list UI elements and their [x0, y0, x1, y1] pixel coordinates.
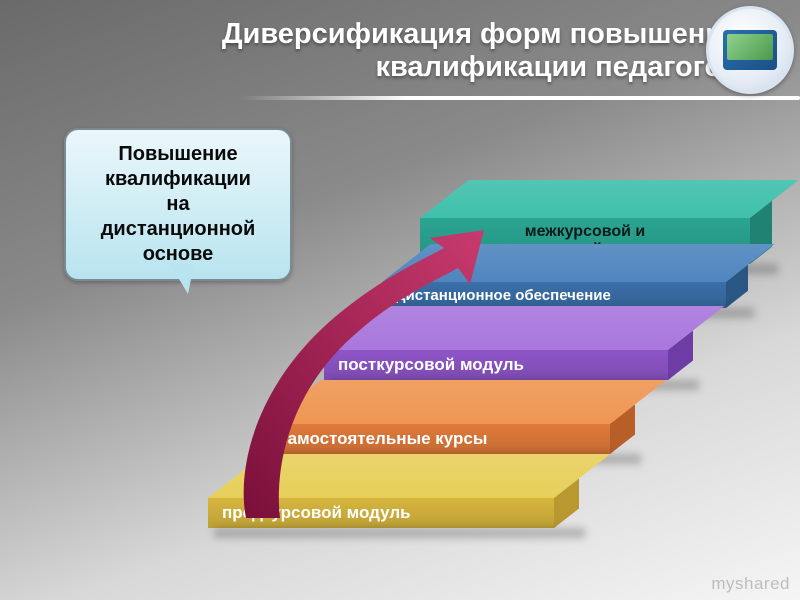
callout-bubble: Повышениеквалификациинадистанционнойосно… [64, 128, 292, 281]
title-line-2: квалификации педагогов [0, 51, 740, 84]
callout-tail [170, 264, 194, 294]
callout-text: Повышениеквалификациинадистанционнойосно… [101, 143, 256, 265]
slide-root: Диверсификация форм повышения квалификац… [0, 0, 800, 600]
step-4: межкурсовой ипосткурсовой периоды [420, 180, 750, 218]
watermark: myshared [711, 574, 790, 594]
title-underline [240, 96, 800, 100]
slide-title: Диверсификация форм повышения квалификац… [0, 18, 800, 85]
organization-logo [706, 6, 794, 94]
title-line-1: Диверсификация форм повышения [0, 18, 740, 51]
logo-monitor-icon [723, 30, 777, 70]
